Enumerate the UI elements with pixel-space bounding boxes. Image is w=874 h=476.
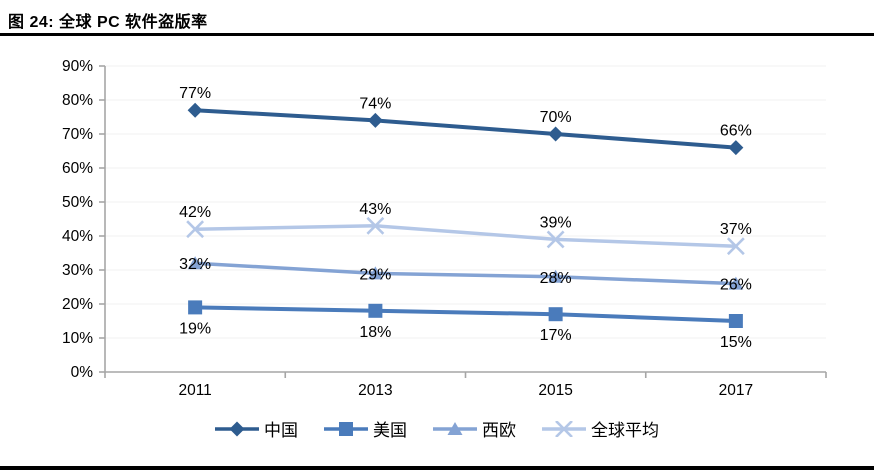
legend-label: 中国 [264,421,298,440]
series-line [195,261,736,286]
series-0 [187,102,744,156]
y-tick-label: 40% [62,228,93,245]
x-tick-label: 2011 [178,382,211,399]
data-point-label: 32% [179,256,211,273]
data-point-label: 39% [540,214,572,231]
legend-marker-square-icon [324,421,368,436]
x-tick-label: 2015 [538,382,572,399]
data-point-label: 29% [359,266,391,283]
data-point-label: 19% [179,320,211,337]
data-point-label: 43% [359,201,391,218]
data-point-label: 37% [720,221,752,238]
legend-label: 西欧 [482,421,516,440]
legend-item-western-europe: 西欧 [433,416,516,441]
series-1 [188,300,743,328]
data-point-label: 77% [179,85,211,102]
legend-label: 美国 [373,421,407,440]
data-labels: 77% 74% 70% 66% 19% 18% 17% 15% 32% 29% 28% 26% 42% 4… [179,85,752,351]
y-tick-label: 0% [71,364,94,381]
data-point-label: 70% [540,109,572,126]
data-point-label: 42% [179,204,211,221]
data-point-label: 28% [540,270,572,287]
y-tick-label: 10% [62,330,93,347]
series-line [195,224,736,248]
series-2 [187,256,744,290]
y-tick-label: 20% [62,296,93,313]
y-tick-label: 80% [62,92,93,109]
chart-legend: 中国 美国 西欧 全球平均 [0,416,874,441]
y-tick-label: 90% [62,58,93,75]
y-tick-label: 30% [62,262,93,279]
y-tick-label: 60% [62,160,93,177]
footer-divider [0,466,874,470]
legend-marker-triangle-icon [433,421,477,435]
data-point-label: 18% [359,324,391,341]
x-tick-label: 2013 [358,382,392,399]
y-tick-label: 70% [62,126,93,143]
gridlines [105,65,826,339]
figure-title: 图 24: 全球 PC 软件盗版率 [8,14,208,31]
legend-marker-diamond-icon [215,421,259,436]
data-point-label: 74% [359,95,391,112]
data-point-label: 15% [720,334,752,351]
legend-marker-x-icon [542,420,586,437]
legend-item-global-average: 全球平均 [542,416,659,441]
data-point-label: 26% [720,277,752,294]
legend-item-china: 中国 [215,416,298,441]
series-line [195,305,736,323]
title-divider [0,33,874,36]
x-tick-label: 2017 [719,382,753,399]
legend-label: 全球平均 [591,421,659,440]
data-point-label: 17% [540,327,572,344]
y-tick-label: 50% [62,194,93,211]
axis-tick-labels: 0% 10% 20% 30% 40% 50% 60% 70% 80% 90% 2011 2013 201… [62,58,753,399]
series-line [195,108,737,150]
data-point-label: 66% [720,123,752,140]
legend-item-usa: 美国 [324,416,407,441]
axes [99,65,827,378]
series-3 [186,216,745,256]
